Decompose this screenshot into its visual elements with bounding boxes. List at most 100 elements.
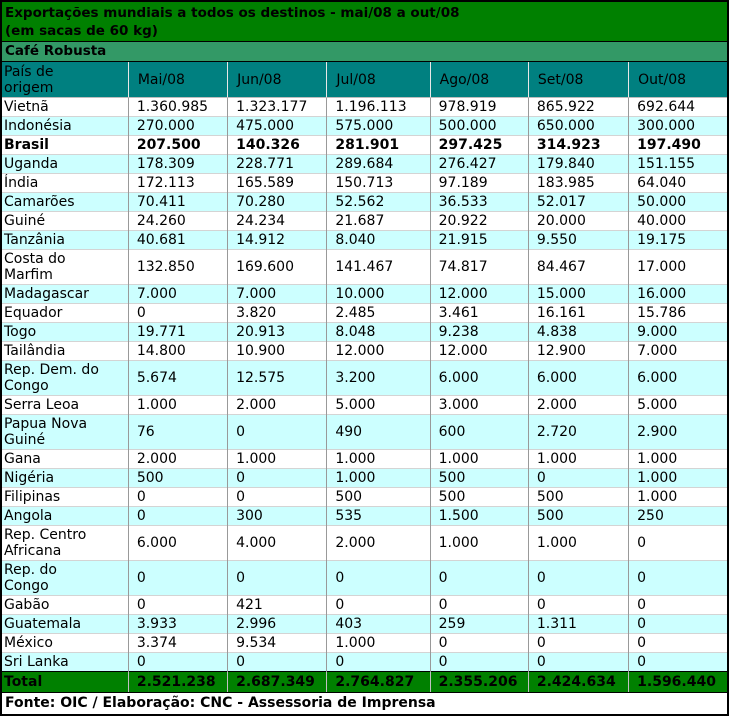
- value-cell-set08: 2.000: [527, 395, 629, 415]
- value-cell-ago08: 21.915: [429, 230, 529, 250]
- value-cell-jun08: 0: [227, 560, 327, 596]
- value-cell-mai08: 178.309: [127, 154, 228, 174]
- value-cell-ago08: 1.000: [429, 449, 529, 469]
- value-cell-out08: 692.644: [628, 97, 728, 117]
- table-row: Filipinas 0 0 500 500 500 1.000: [1, 487, 728, 507]
- coffee-type-banner: Café Robusta: [1, 41, 728, 62]
- value-cell-jul08: 1.000: [326, 468, 431, 488]
- value-cell-ago08: 9.238: [429, 322, 529, 342]
- value-cell-jun08: 1.323.177: [227, 97, 327, 117]
- value-cell-jul08: 1.000: [326, 633, 431, 653]
- value-cell-set08: 314.923: [527, 135, 629, 155]
- value-cell-set08: 84.467: [527, 249, 629, 285]
- value-cell-jul08: 281.901: [326, 135, 431, 155]
- country-name: Índia: [4, 175, 39, 191]
- country-cell: Serra Leoa: [1, 395, 129, 415]
- value-cell-ago08: 600: [429, 414, 529, 450]
- value-cell-out08: 0: [628, 525, 728, 561]
- value-cell-jun08: 3.820: [227, 303, 327, 323]
- country-name: Vietnã: [4, 99, 49, 115]
- value-cell-jun08: 14.912: [227, 230, 327, 250]
- value-cell-set08: 1.000: [527, 449, 629, 469]
- value-cell-set08: 0: [527, 652, 629, 672]
- value-cell-ago08: 1.000: [429, 525, 529, 561]
- value-cell-mai08: 3.374: [127, 633, 228, 653]
- country-cell: Rep. Dem. do Congo: [1, 360, 129, 396]
- value-cell-jul08: 10.000: [326, 284, 431, 304]
- value-cell-jul08: 490: [326, 414, 431, 450]
- country-name: Filipinas: [4, 489, 61, 505]
- table-row: México 3.374 9.534 1.000 0 0 0: [1, 633, 728, 653]
- value-cell-set08: 650.000: [527, 116, 629, 136]
- column-header-out08: Out/08: [628, 61, 728, 98]
- table-row: Serra Leoa 1.000 2.000 5.000 3.000 2.000…: [1, 395, 728, 415]
- value-cell-jun08: 20.913: [227, 322, 327, 342]
- country-cell: Vietnã: [1, 97, 129, 117]
- table-row: Angola 0 300 535 1.500 500 250: [1, 506, 728, 526]
- country-cell: Guiné: [1, 211, 129, 231]
- value-cell-jul08: 2.485: [326, 303, 431, 323]
- table-row: Indonésia 270.000 475.000 575.000 500.00…: [1, 116, 728, 136]
- value-cell-jun08: 4.000: [227, 525, 327, 561]
- total-value-jun08: 2.687.349: [227, 671, 327, 693]
- value-cell-set08: 183.985: [527, 173, 629, 193]
- country-name: Rep. do Congo: [4, 562, 57, 594]
- value-cell-ago08: 500.000: [429, 116, 529, 136]
- value-cell-out08: 64.040: [628, 173, 728, 193]
- value-cell-mai08: 5.674: [127, 360, 228, 396]
- value-cell-out08: 15.786: [628, 303, 728, 323]
- value-cell-out08: 9.000: [628, 322, 728, 342]
- value-cell-ago08: 276.427: [429, 154, 529, 174]
- value-cell-out08: 1.000: [628, 449, 728, 469]
- table-row: Guatemala 3.933 2.996 403 259 1.311 0: [1, 614, 728, 634]
- value-cell-ago08: 978.919: [429, 97, 529, 117]
- table-row: Tailândia 14.800 10.900 12.000 12.000 12…: [1, 341, 728, 361]
- value-cell-out08: 2.900: [628, 414, 728, 450]
- value-cell-set08: 4.838: [527, 322, 629, 342]
- country-name: México: [4, 635, 53, 651]
- total-value-jul08: 2.764.827: [326, 671, 431, 693]
- country-name: Serra Leoa: [4, 397, 80, 413]
- country-name: Tailândia: [4, 343, 66, 359]
- value-cell-jul08: 0: [326, 595, 431, 615]
- country-name: Nigéria: [4, 470, 55, 486]
- value-cell-out08: 17.000: [628, 249, 728, 285]
- country-name: Costa do Marfim: [4, 251, 66, 283]
- value-cell-ago08: 6.000: [429, 360, 529, 396]
- value-cell-out08: 0: [628, 595, 728, 615]
- country-cell: Rep. Centro Africana: [1, 525, 129, 561]
- value-cell-jul08: 575.000: [326, 116, 431, 136]
- value-cell-jul08: 1.196.113: [326, 97, 431, 117]
- column-header-country: País de origem: [1, 61, 129, 98]
- table-row: Costa do Marfim 132.850 169.600 141.467 …: [1, 249, 728, 285]
- country-name: Papua Nova Guiné: [4, 416, 88, 448]
- value-cell-jun08: 421: [227, 595, 327, 615]
- value-cell-mai08: 0: [127, 560, 228, 596]
- value-cell-mai08: 70.411: [127, 192, 228, 212]
- value-cell-jun08: 10.900: [227, 341, 327, 361]
- total-value-mai08: 2.521.238: [127, 671, 228, 693]
- country-name: Equador: [4, 305, 63, 321]
- value-cell-jun08: 228.771: [227, 154, 327, 174]
- value-cell-ago08: 12.000: [429, 341, 529, 361]
- country-name: Rep. Dem. do Congo: [4, 362, 99, 394]
- value-cell-set08: 0: [527, 468, 629, 488]
- value-cell-mai08: 19.771: [127, 322, 228, 342]
- table-row: Nigéria 500 0 1.000 500 0 1.000: [1, 468, 728, 488]
- country-name: Gana: [4, 451, 41, 467]
- table-row: Sri Lanka 0 0 0 0 0 0: [1, 652, 728, 672]
- value-cell-ago08: 74.817: [429, 249, 529, 285]
- country-cell: Tanzânia: [1, 230, 129, 250]
- footer-row: Fonte: OIC / Elaboração: CNC - Assessori…: [1, 692, 728, 715]
- table-row: Tanzânia 40.681 14.912 8.040 21.915 9.55…: [1, 230, 728, 250]
- country-name: Sri Lanka: [4, 654, 69, 670]
- country-cell: Rep. do Congo: [1, 560, 129, 596]
- value-cell-set08: 15.000: [527, 284, 629, 304]
- table-row: Rep. Centro Africana 6.000 4.000 2.000 1…: [1, 525, 728, 561]
- country-cell: Madagascar: [1, 284, 129, 304]
- country-name: Angola: [4, 508, 53, 524]
- country-cell: México: [1, 633, 129, 653]
- value-cell-jul08: 8.048: [326, 322, 431, 342]
